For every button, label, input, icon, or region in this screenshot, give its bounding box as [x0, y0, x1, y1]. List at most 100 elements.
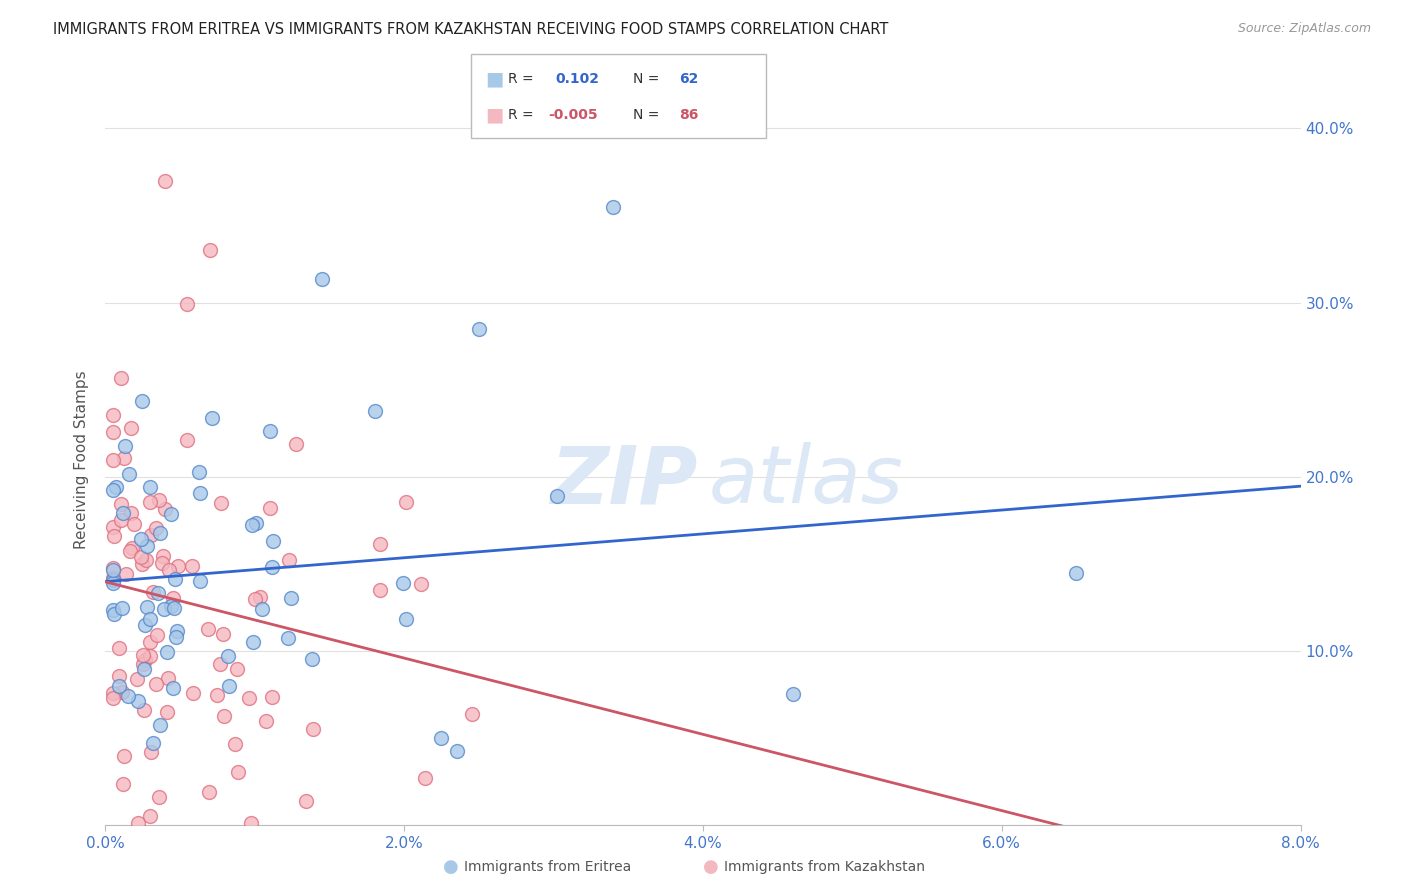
Text: ■: ■: [485, 70, 503, 88]
Point: [159, 563, 181, 577]
Point: [114, 567, 136, 582]
Point: [165, 631, 187, 645]
Point: [112, 451, 135, 466]
Point: [107, 669, 129, 683]
Point: [153, 174, 177, 188]
Point: [136, 539, 159, 553]
Point: [101, 483, 124, 497]
Point: [225, 662, 247, 676]
Point: [134, 618, 156, 632]
Point: [132, 662, 155, 676]
Point: [218, 679, 240, 693]
Point: [127, 694, 149, 708]
Point: [295, 794, 318, 808]
Point: [111, 777, 134, 791]
Point: [363, 404, 385, 418]
Point: [124, 517, 146, 532]
Point: [460, 707, 482, 722]
Text: R =: R =: [508, 108, 533, 121]
Text: atlas: atlas: [709, 442, 904, 520]
Point: [176, 433, 198, 447]
Point: [155, 706, 177, 720]
Point: [114, 439, 136, 453]
Point: [468, 322, 491, 336]
Point: [134, 702, 156, 716]
Point: [132, 657, 155, 671]
Point: [139, 635, 162, 649]
Point: [152, 602, 174, 616]
Text: 62: 62: [679, 72, 699, 86]
Point: [111, 684, 134, 698]
Point: [120, 506, 142, 520]
Point: [285, 437, 308, 451]
Point: [101, 603, 124, 617]
Point: [155, 645, 177, 659]
Text: ■: ■: [485, 105, 503, 124]
Point: [546, 489, 568, 503]
Point: [103, 607, 125, 622]
Point: [205, 688, 228, 702]
Point: [160, 507, 183, 521]
Point: [101, 563, 124, 577]
Point: [103, 575, 125, 590]
Point: [250, 601, 273, 615]
Point: [139, 745, 162, 759]
Point: [243, 591, 266, 606]
Point: [200, 410, 222, 425]
Point: [148, 790, 170, 805]
Point: [188, 486, 211, 500]
Point: [212, 708, 235, 723]
Point: [156, 671, 179, 685]
Point: [139, 495, 162, 509]
Text: ●: ●: [443, 858, 458, 876]
Point: [167, 559, 190, 574]
Text: Immigrants from Kazakhstan: Immigrants from Kazakhstan: [724, 860, 925, 874]
Point: [131, 393, 153, 408]
Point: [162, 591, 184, 605]
Point: [409, 577, 432, 591]
Point: [209, 496, 232, 510]
Point: [138, 612, 160, 626]
Text: N =: N =: [633, 108, 659, 121]
Point: [245, 516, 267, 530]
Point: [259, 425, 281, 439]
Point: [239, 816, 262, 830]
Point: [198, 244, 221, 258]
Point: [121, 541, 143, 556]
Point: [395, 495, 418, 509]
Text: ZIP: ZIP: [550, 442, 697, 520]
Point: [101, 425, 124, 439]
Point: [280, 591, 302, 606]
Point: [103, 529, 125, 543]
Point: [101, 408, 124, 422]
Point: [148, 493, 170, 508]
Point: [129, 549, 152, 564]
Point: [135, 599, 157, 614]
Point: [131, 557, 153, 571]
Point: [262, 534, 284, 549]
Point: [145, 520, 167, 534]
Point: [240, 518, 263, 533]
Point: [120, 544, 142, 558]
Point: [262, 690, 284, 705]
Y-axis label: Receiving Food Stamps: Receiving Food Stamps: [75, 370, 90, 549]
Point: [188, 574, 211, 588]
Text: N =: N =: [633, 72, 659, 86]
Point: [117, 467, 139, 482]
Point: [212, 627, 235, 641]
Text: IMMIGRANTS FROM ERITREA VS IMMIGRANTS FROM KAZAKHSTAN RECEIVING FOOD STAMPS CORR: IMMIGRANTS FROM ERITREA VS IMMIGRANTS FR…: [53, 22, 889, 37]
Point: [277, 632, 299, 646]
Point: [152, 549, 174, 563]
Text: R =: R =: [508, 72, 533, 86]
Point: [141, 528, 163, 542]
Point: [187, 465, 209, 479]
Point: [127, 816, 149, 830]
Point: [181, 558, 204, 573]
Point: [149, 717, 172, 731]
Point: [302, 722, 325, 736]
Point: [101, 573, 124, 587]
Point: [134, 653, 156, 667]
Point: [135, 552, 157, 566]
Point: [254, 714, 277, 729]
Point: [395, 612, 418, 626]
